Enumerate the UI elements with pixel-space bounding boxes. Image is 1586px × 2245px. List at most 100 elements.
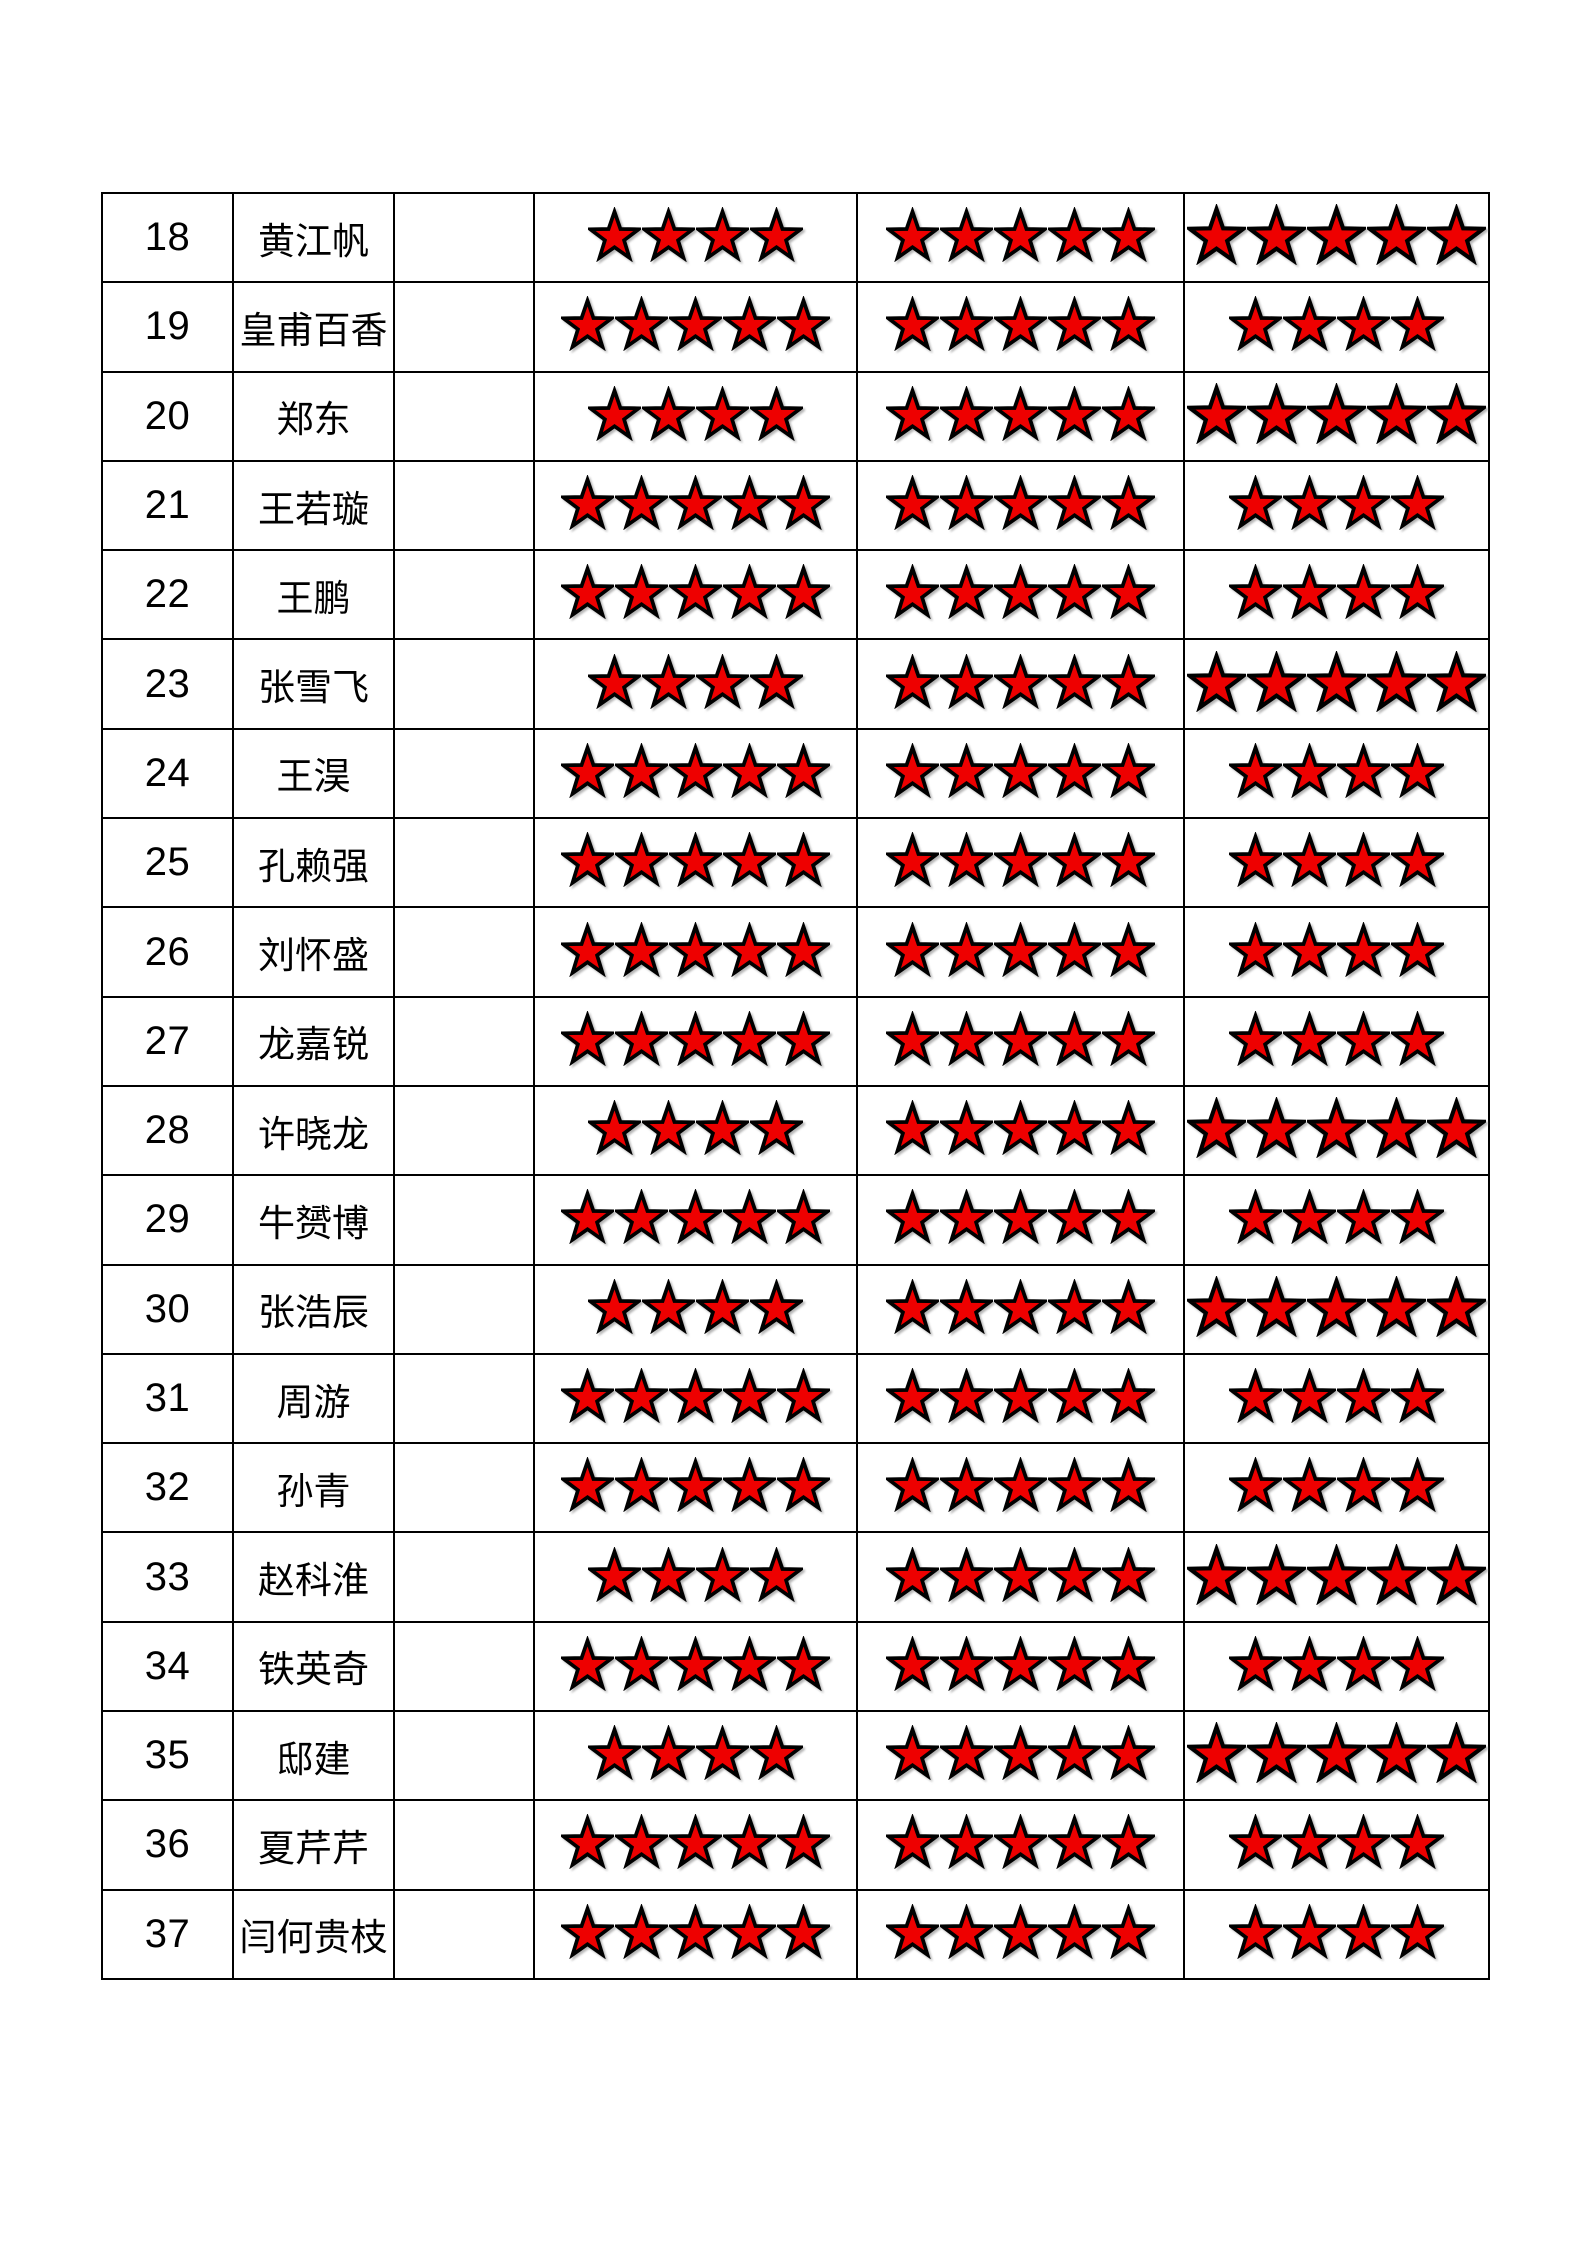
star-icon	[1283, 832, 1336, 888]
star-icon	[940, 1903, 993, 1959]
star-icon	[777, 832, 830, 888]
star-icon	[696, 1725, 749, 1781]
star-icon	[1391, 742, 1444, 798]
star-icon	[1427, 1722, 1486, 1784]
star-icon	[1337, 921, 1390, 977]
star-rating	[1185, 204, 1488, 266]
star-icon	[1283, 296, 1336, 352]
student-name-cell: 龙嘉锐	[232, 995, 395, 1087]
star-icon	[1337, 1457, 1390, 1513]
rating-stars-cell-2	[856, 1888, 1185, 1980]
blank-cell	[393, 817, 535, 909]
row-index-cell: 32	[101, 1442, 234, 1534]
blank-cell	[393, 191, 535, 284]
star-icon	[886, 207, 939, 263]
star-icon	[940, 207, 993, 263]
star-rating	[535, 1278, 856, 1334]
star-icon	[669, 1903, 722, 1959]
star-rating	[535, 1814, 856, 1870]
star-rating	[535, 1903, 856, 1959]
row-index-cell: 21	[101, 459, 234, 552]
star-icon	[886, 921, 939, 977]
star-icon	[615, 1903, 668, 1959]
star-icon	[1048, 1814, 1101, 1870]
star-icon	[940, 1189, 993, 1245]
star-icon	[588, 1278, 641, 1334]
star-icon	[777, 1814, 830, 1870]
rating-stars-cell-3	[1183, 1174, 1490, 1266]
star-icon	[642, 207, 695, 263]
star-icon	[886, 742, 939, 798]
row-index-cell: 18	[101, 191, 234, 284]
star-icon	[1307, 204, 1366, 266]
star-icon	[642, 1278, 695, 1334]
star-icon	[723, 1814, 776, 1870]
rating-stars-cell-2	[856, 1263, 1185, 1355]
star-icon	[886, 475, 939, 531]
star-icon	[1048, 921, 1101, 977]
star-rating	[535, 385, 856, 441]
star-rating	[858, 1278, 1183, 1334]
star-rating	[858, 475, 1183, 531]
star-rating	[858, 207, 1183, 263]
star-rating	[535, 653, 856, 709]
student-name-cell: 孔赖强	[232, 817, 395, 909]
star-icon	[940, 475, 993, 531]
star-icon	[1307, 650, 1366, 712]
star-rating	[858, 653, 1183, 709]
star-icon	[1102, 475, 1155, 531]
rating-stars-cell-1	[533, 1174, 858, 1266]
star-icon	[1247, 1275, 1306, 1337]
star-icon	[669, 1635, 722, 1691]
star-icon	[886, 1903, 939, 1959]
star-icon	[994, 1189, 1047, 1245]
star-icon	[1391, 1814, 1444, 1870]
star-rating	[1185, 296, 1488, 352]
row-index-cell: 22	[101, 549, 234, 641]
star-icon	[1048, 207, 1101, 263]
star-icon	[940, 1457, 993, 1513]
star-icon	[1391, 296, 1444, 352]
star-rating	[535, 564, 856, 620]
star-rating	[1185, 650, 1488, 712]
star-icon	[940, 1010, 993, 1066]
star-icon	[994, 1100, 1047, 1156]
star-icon	[1229, 832, 1282, 888]
star-icon	[1102, 832, 1155, 888]
rating-stars-cell-1	[533, 1710, 858, 1802]
row-index-cell: 24	[101, 727, 234, 820]
star-icon	[1229, 1635, 1282, 1691]
star-icon	[1048, 1368, 1101, 1423]
star-icon	[588, 1725, 641, 1781]
row-index-cell: 33	[101, 1531, 234, 1623]
star-rating	[1185, 564, 1488, 620]
star-icon	[696, 653, 749, 709]
star-rating	[1185, 1010, 1488, 1066]
star-rating	[858, 1903, 1183, 1959]
rating-stars-cell-1	[533, 1263, 858, 1355]
star-icon	[1391, 1368, 1444, 1423]
star-icon	[940, 921, 993, 977]
blank-cell	[393, 1710, 535, 1802]
star-icon	[750, 1100, 803, 1156]
star-icon	[886, 564, 939, 620]
star-icon	[777, 1368, 830, 1423]
star-rating	[1185, 475, 1488, 531]
rating-stars-cell-2	[856, 1174, 1185, 1266]
star-icon	[1102, 1010, 1155, 1066]
star-icon	[1427, 650, 1486, 712]
star-icon	[886, 385, 939, 441]
star-rating	[1185, 921, 1488, 977]
star-icon	[994, 1725, 1047, 1781]
star-rating	[858, 742, 1183, 798]
star-icon	[940, 1368, 993, 1423]
star-icon	[1229, 1903, 1282, 1959]
rating-stars-cell-1	[533, 1531, 858, 1623]
star-icon	[1102, 1189, 1155, 1245]
star-rating	[535, 475, 856, 531]
star-icon	[642, 1546, 695, 1602]
star-icon	[994, 1278, 1047, 1334]
star-rating	[858, 1368, 1183, 1423]
star-icon	[1427, 1543, 1486, 1605]
student-name-cell: 牛赟博	[232, 1174, 395, 1266]
